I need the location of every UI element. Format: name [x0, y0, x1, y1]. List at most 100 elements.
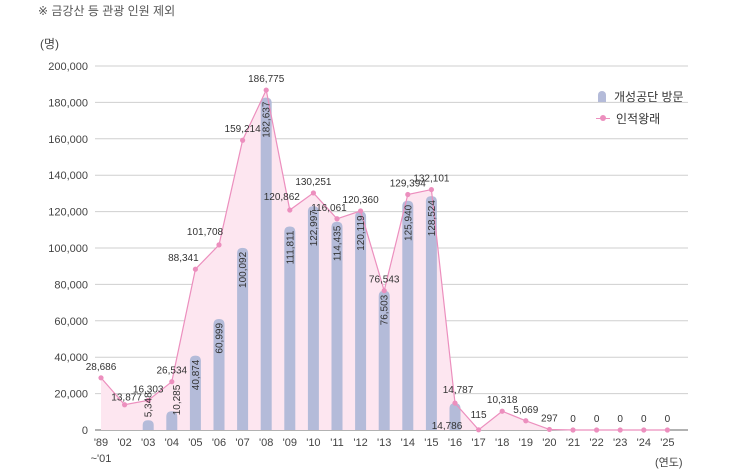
x-tick-label: '09 [283, 437, 297, 449]
y-tick-label: 100,000 [48, 243, 88, 255]
x-tick-label: '25 [660, 437, 674, 449]
line-point [405, 191, 411, 198]
bar-value-label: 182,637 [262, 101, 273, 138]
x-tick-label: '16 [448, 437, 462, 449]
line-point [523, 418, 529, 424]
points-exchange [98, 87, 671, 433]
line-point [334, 216, 340, 222]
bar-labels: 5,348 10,285 40,874 60,999 100,092 182,637 111… [144, 101, 463, 432]
bar-value-label: 125,940 [403, 204, 414, 241]
y-tick-label: 0 [82, 425, 88, 437]
y-axis-unit: (명) [40, 37, 60, 51]
y-axis-ticks: 0 20,000 40,000 60,000 80,000 100,000 120,000 1… [48, 61, 88, 437]
line-value-label: 130,251 [295, 177, 332, 188]
x-tick-label: '10 [306, 437, 320, 449]
line-value-label: 0 [570, 414, 576, 425]
line-point [570, 427, 576, 433]
line-value-label: 76,543 [369, 275, 400, 286]
y-tick-label: 140,000 [48, 170, 88, 182]
bar [142, 420, 154, 430]
bar-value-label: 5,348 [144, 392, 155, 417]
line-value-label: 120,862 [264, 192, 301, 203]
x-tick-label: '17 [471, 437, 485, 449]
legend: 개성공단 방문 인적왕래 [596, 85, 684, 129]
y-tick-label: 80,000 [54, 279, 88, 291]
bar [189, 355, 201, 430]
bar-value-label: 122,997 [309, 210, 320, 247]
line-value-label: 115 [471, 410, 487, 421]
bar [284, 226, 296, 430]
line-point [452, 400, 458, 406]
bar-value-label: 60,999 [215, 323, 226, 354]
x-tick-label: '08 [259, 437, 273, 449]
legend-label-bar: 개성공단 방문 [614, 89, 684, 104]
y-tick-label: 20,000 [54, 389, 88, 401]
x-tick-label: '02 [117, 437, 131, 449]
legend-item-line: 인적왕래 [596, 107, 684, 129]
y-tick-label: 180,000 [48, 97, 88, 109]
line-value-label: 186,775 [248, 74, 285, 85]
legend-line-swatch [596, 113, 610, 124]
line-point [428, 186, 434, 193]
bar-value-label: 111,811 [285, 230, 296, 264]
bar-value-label: 100,092 [238, 251, 249, 288]
line-value-label: 0 [594, 414, 600, 425]
line-value-label: 132,101 [413, 174, 450, 185]
line-value-label: 0 [641, 414, 647, 425]
bar [449, 403, 461, 430]
bar-value-label: 40,874 [191, 359, 202, 390]
line-point [594, 427, 600, 433]
line-value-label: 159,214 [225, 124, 262, 135]
bar-value-label: 14,786 [432, 421, 463, 432]
x-tick-label: '12 [353, 437, 367, 449]
line-point [310, 190, 316, 196]
x-axis-ticks: '89 ~'01 '02 '03 '04 '05 '06 '07 '08 '09 '10 '11 '12… [91, 437, 675, 465]
x-tick-label: '18 [495, 437, 509, 449]
y-tick-label: 160,000 [48, 134, 88, 146]
line-value-label: 26,534 [157, 366, 188, 377]
x-tick-label-line2: ~'01 [91, 453, 112, 465]
line-value-label: 10,318 [487, 395, 518, 406]
line-value-label: 0 [617, 414, 623, 425]
line-value-label: 5,069 [513, 405, 538, 416]
line-value-label: 101,708 [187, 227, 224, 238]
bar-value-label: 120,119 [356, 215, 367, 251]
line-point [145, 397, 151, 403]
line-point [216, 242, 222, 248]
bar [402, 200, 414, 430]
line-value-label: 0 [665, 414, 671, 425]
y-tick-label: 40,000 [54, 352, 88, 364]
chart-note: ※ 금강산 등 관광 인원 제외 [38, 4, 176, 18]
x-tick-label: '07 [235, 437, 249, 449]
line-point [287, 207, 293, 213]
bar [355, 211, 367, 430]
line-point [240, 137, 246, 143]
x-tick-label: '22 [589, 437, 603, 449]
line-value-label: 120,360 [343, 195, 380, 206]
y-tick-label: 120,000 [48, 207, 88, 219]
line-value-label: 116,061 [311, 203, 347, 214]
x-tick-label: '23 [613, 437, 627, 449]
line-value-label: 16,303 [133, 384, 164, 395]
legend-label-line: 인적왕래 [616, 111, 661, 126]
line-point [98, 375, 104, 381]
line-point [617, 427, 623, 433]
x-tick-label: '06 [212, 437, 226, 449]
y-tick-label: 60,000 [54, 316, 88, 328]
x-tick-label: '89 [94, 437, 108, 449]
bar [213, 318, 225, 430]
x-tick-label: '05 [188, 437, 202, 449]
x-tick-label: '14 [401, 437, 415, 449]
bar [260, 97, 272, 431]
bar [425, 196, 437, 430]
x-tick-label: '04 [165, 437, 179, 449]
line-value-label: 297 [541, 413, 558, 424]
bar-value-label: 10,285 [172, 384, 183, 415]
line-point [358, 208, 364, 214]
x-tick-label: '24 [637, 437, 651, 449]
bar [237, 247, 249, 430]
line-point [546, 426, 553, 433]
legend-bar-swatch [598, 90, 606, 102]
